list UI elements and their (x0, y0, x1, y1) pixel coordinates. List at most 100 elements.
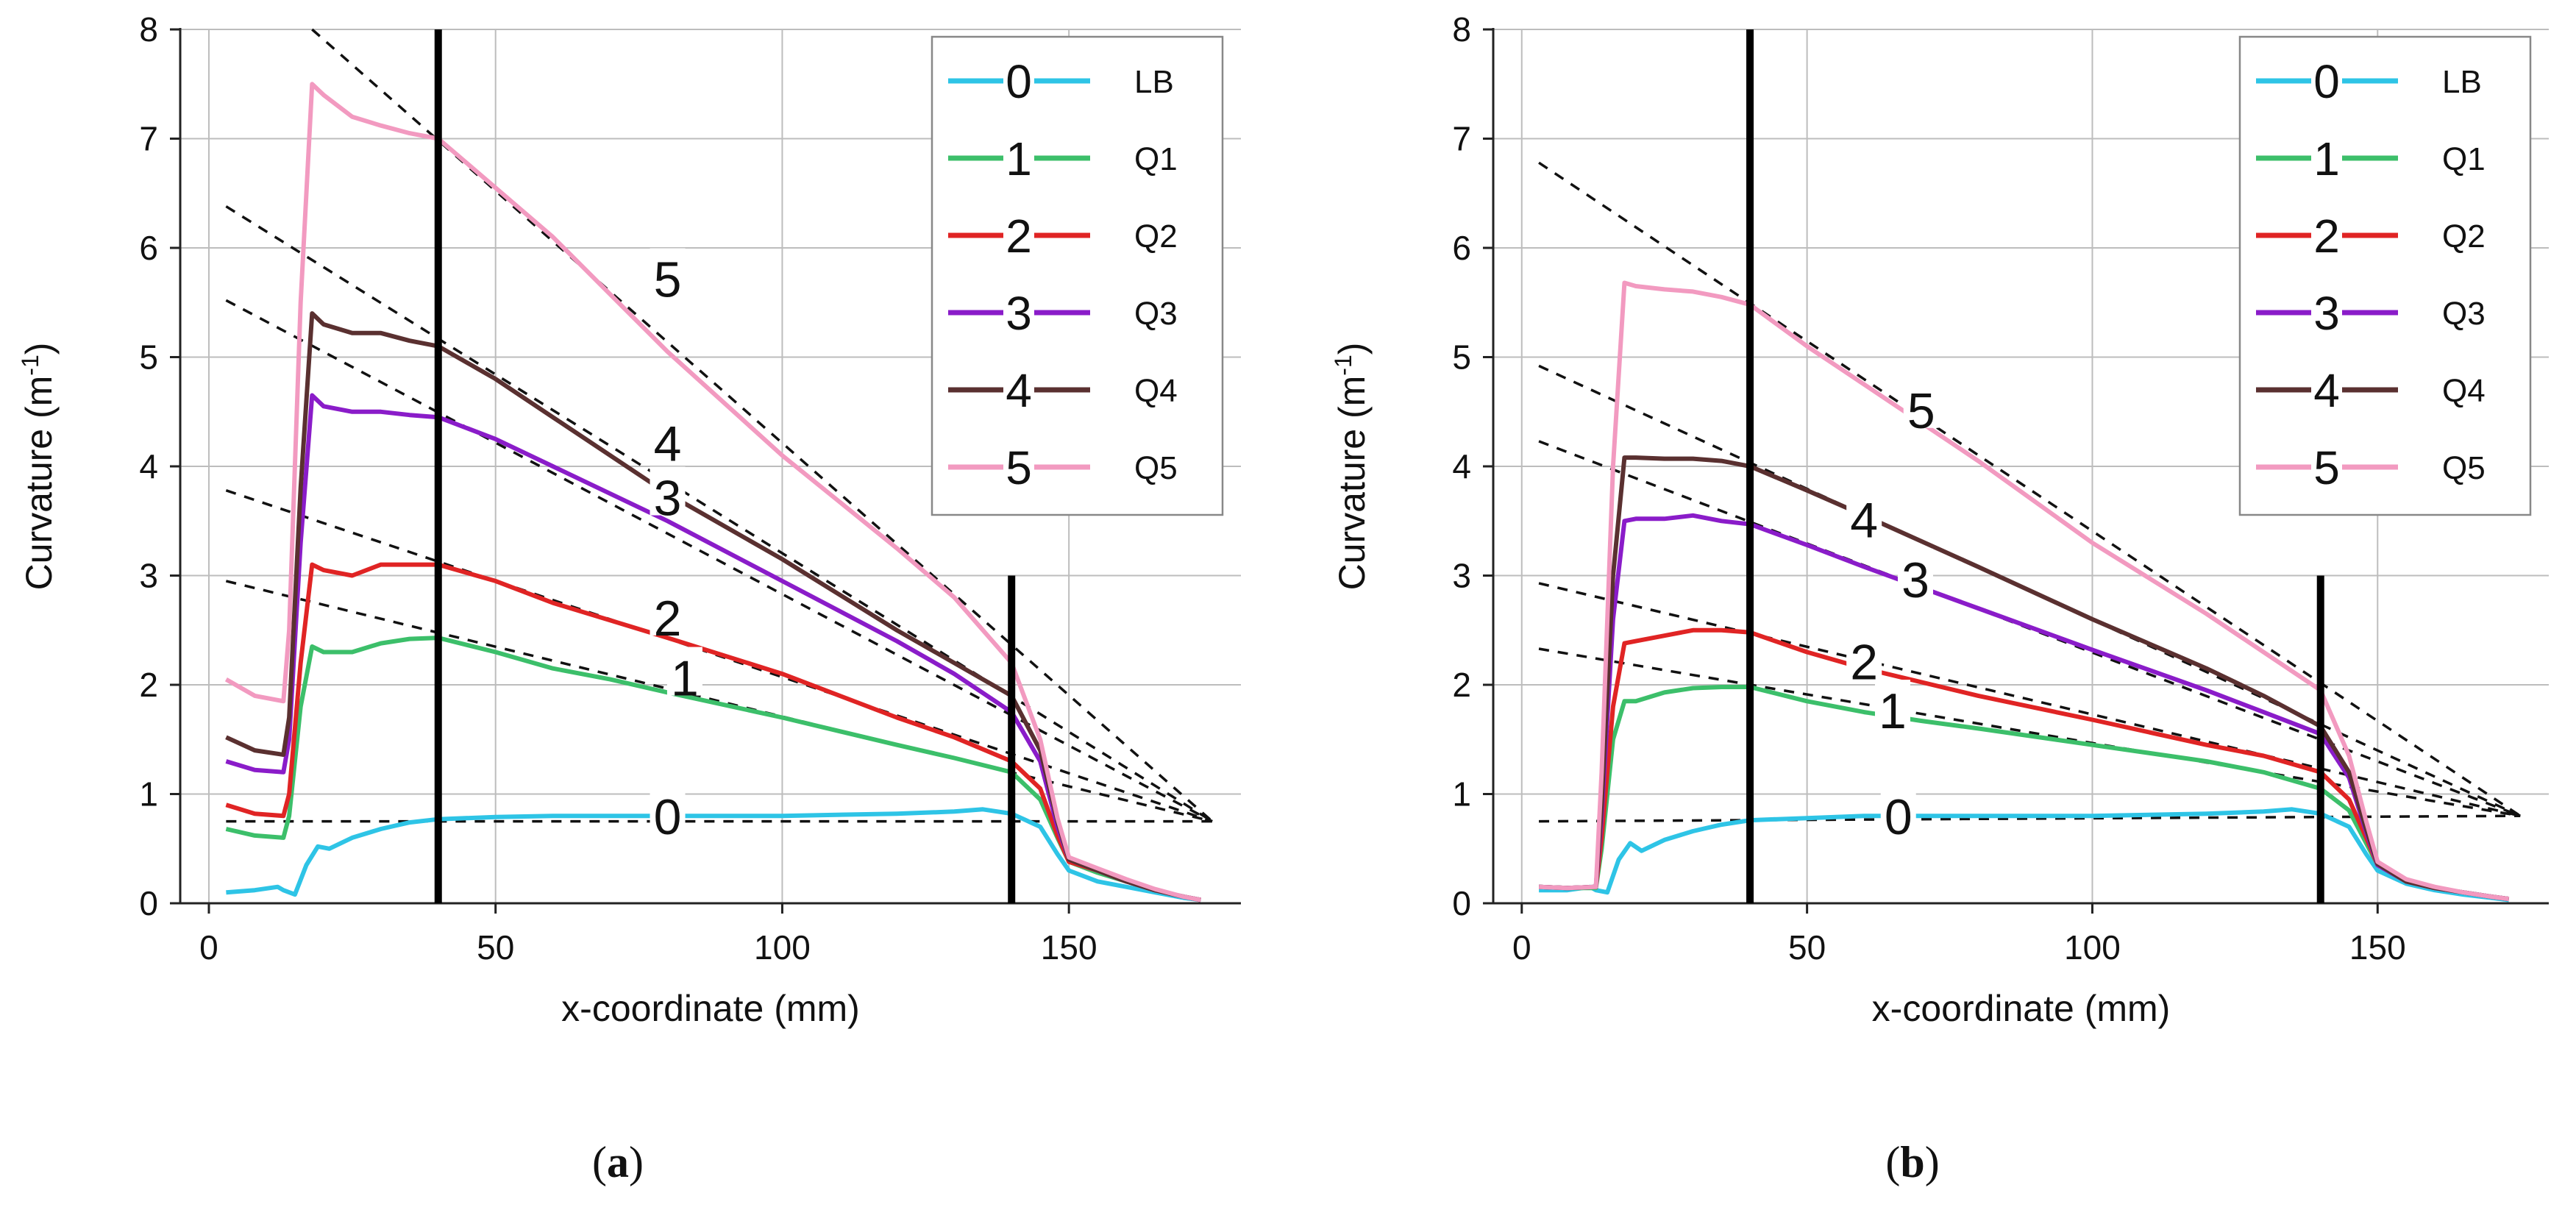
y-tick-label: 1 (139, 775, 158, 814)
fit-line-dashed (225, 580, 1213, 823)
fit-line-dashed (1538, 647, 2521, 817)
x-tick-label: 100 (2064, 928, 2121, 967)
legend-number-bg (2311, 285, 2342, 338)
fit-line-dashed (225, 299, 1213, 823)
curve-label: 4 (1850, 492, 1878, 548)
curve-label: 0 (1885, 789, 1913, 845)
curve-label: 2 (1850, 634, 1878, 690)
legend-number-bg (2311, 439, 2342, 492)
panel-caption: (b) (1885, 1138, 1939, 1186)
x-tick-label: 0 (199, 928, 218, 967)
legend-number-bg (2311, 207, 2342, 260)
y-tick-label: 4 (1452, 447, 1471, 485)
legend-entry: Q3 (1134, 296, 1178, 332)
x-tick-label: 50 (477, 928, 514, 967)
y-tick-label: 8 (139, 10, 158, 49)
legend-entry: LB (1134, 64, 1174, 100)
curve-label: 5 (1907, 383, 1935, 439)
y-tick-label: 2 (139, 666, 158, 704)
y-tick-label: 8 (1452, 10, 1471, 49)
legend-box (2238, 35, 2532, 516)
x-axis-label: x-coordinate (mm) (561, 988, 860, 1029)
curve-label: 4 (654, 416, 682, 471)
legend-number: 3 (2313, 287, 2340, 340)
curve-label-bg (666, 647, 702, 696)
series-line-Q2 (1538, 627, 2510, 902)
curve-label: 3 (654, 471, 682, 527)
curve-label-bg (1846, 488, 1882, 538)
y-tick-label: 1 (1452, 775, 1471, 814)
series-line-Q5 (224, 82, 1201, 903)
series-line-LB (226, 807, 1201, 903)
legend-number-bg (1003, 285, 1034, 338)
x-tick-label: 100 (754, 928, 811, 967)
y-tick-label: 6 (139, 229, 158, 267)
legend-entry: Q1 (2442, 141, 2486, 177)
x-tick-label: 0 (1512, 928, 1531, 967)
curve-label: 5 (654, 252, 682, 308)
y-tick-label: 6 (1452, 229, 1471, 267)
x-tick-label: 150 (1041, 928, 1097, 967)
y-tick-label: 4 (139, 447, 158, 485)
legend-box (931, 35, 1224, 516)
series-line-Q1 (225, 636, 1201, 903)
legend-entry: Q1 (1134, 141, 1178, 177)
fit-line-dashed (1538, 161, 2522, 817)
curve-label: 0 (654, 789, 682, 845)
curve-label: 1 (671, 651, 699, 707)
legend-number-bg (1003, 439, 1034, 492)
legend-number: 1 (1006, 132, 1032, 185)
legend-number-bg (1003, 207, 1034, 260)
legend-number: 2 (1006, 210, 1032, 263)
legend-entry: Q3 (2442, 296, 2486, 332)
legend-number: 3 (1006, 287, 1032, 340)
legend-number-bg (2311, 130, 2342, 183)
legend-number: 0 (2313, 55, 2340, 108)
y-tick-label: 3 (139, 557, 158, 595)
curve-label-bg (1898, 548, 1933, 597)
y-tick-label: 0 (139, 884, 158, 922)
legend-entry: Q4 (1134, 373, 1178, 409)
series-line-Q1 (1538, 685, 2510, 902)
legend-number: 5 (2313, 441, 2340, 494)
legend-number: 1 (2313, 132, 2340, 185)
curve-label: 2 (654, 591, 682, 647)
y-tick-label: 7 (1452, 120, 1471, 158)
fit-line-dashed (225, 205, 1213, 823)
curve-label-bg (1903, 379, 1939, 428)
y-tick-label: 7 (139, 120, 158, 158)
curve-label-bg (1846, 630, 1882, 680)
y-axis-label: Curvature (m-1) (1330, 343, 1373, 591)
curve-label: 3 (1901, 552, 1929, 608)
curve-label-bg (650, 248, 686, 297)
legend-entry: Q4 (2442, 373, 2486, 409)
legend-number-bg (1003, 53, 1034, 106)
legend-number-bg (2311, 53, 2342, 106)
legend-entry: Q2 (1134, 218, 1178, 255)
legend-entry: Q2 (2442, 218, 2486, 255)
y-tick-label: 3 (1452, 557, 1471, 595)
panel-caption: (a) (592, 1138, 644, 1186)
curve-label: 1 (1879, 683, 1907, 739)
curve-label-bg (650, 412, 686, 461)
y-tick-label: 2 (1452, 666, 1471, 704)
legend-number: 5 (1006, 441, 1032, 494)
legend-entry: Q5 (2442, 450, 2486, 486)
fit-line-dashed (1538, 582, 2521, 817)
curve-label-bg (1874, 680, 1910, 729)
legend-number-bg (2311, 362, 2342, 415)
y-tick-label: 0 (1452, 884, 1471, 922)
y-tick-label: 5 (1452, 338, 1471, 377)
legend-number-bg (1003, 130, 1034, 183)
curve-label-bg (650, 586, 686, 636)
y-axis-label: Curvature (m-1) (17, 343, 60, 591)
curve-label-bg (1880, 786, 1916, 835)
legend-number: 4 (1006, 364, 1032, 417)
x-axis-label: x-coordinate (mm) (1872, 988, 2171, 1029)
x-tick-label: 50 (1788, 928, 1826, 967)
legend-number: 0 (1006, 55, 1032, 108)
legend-entry: Q5 (1134, 450, 1178, 486)
